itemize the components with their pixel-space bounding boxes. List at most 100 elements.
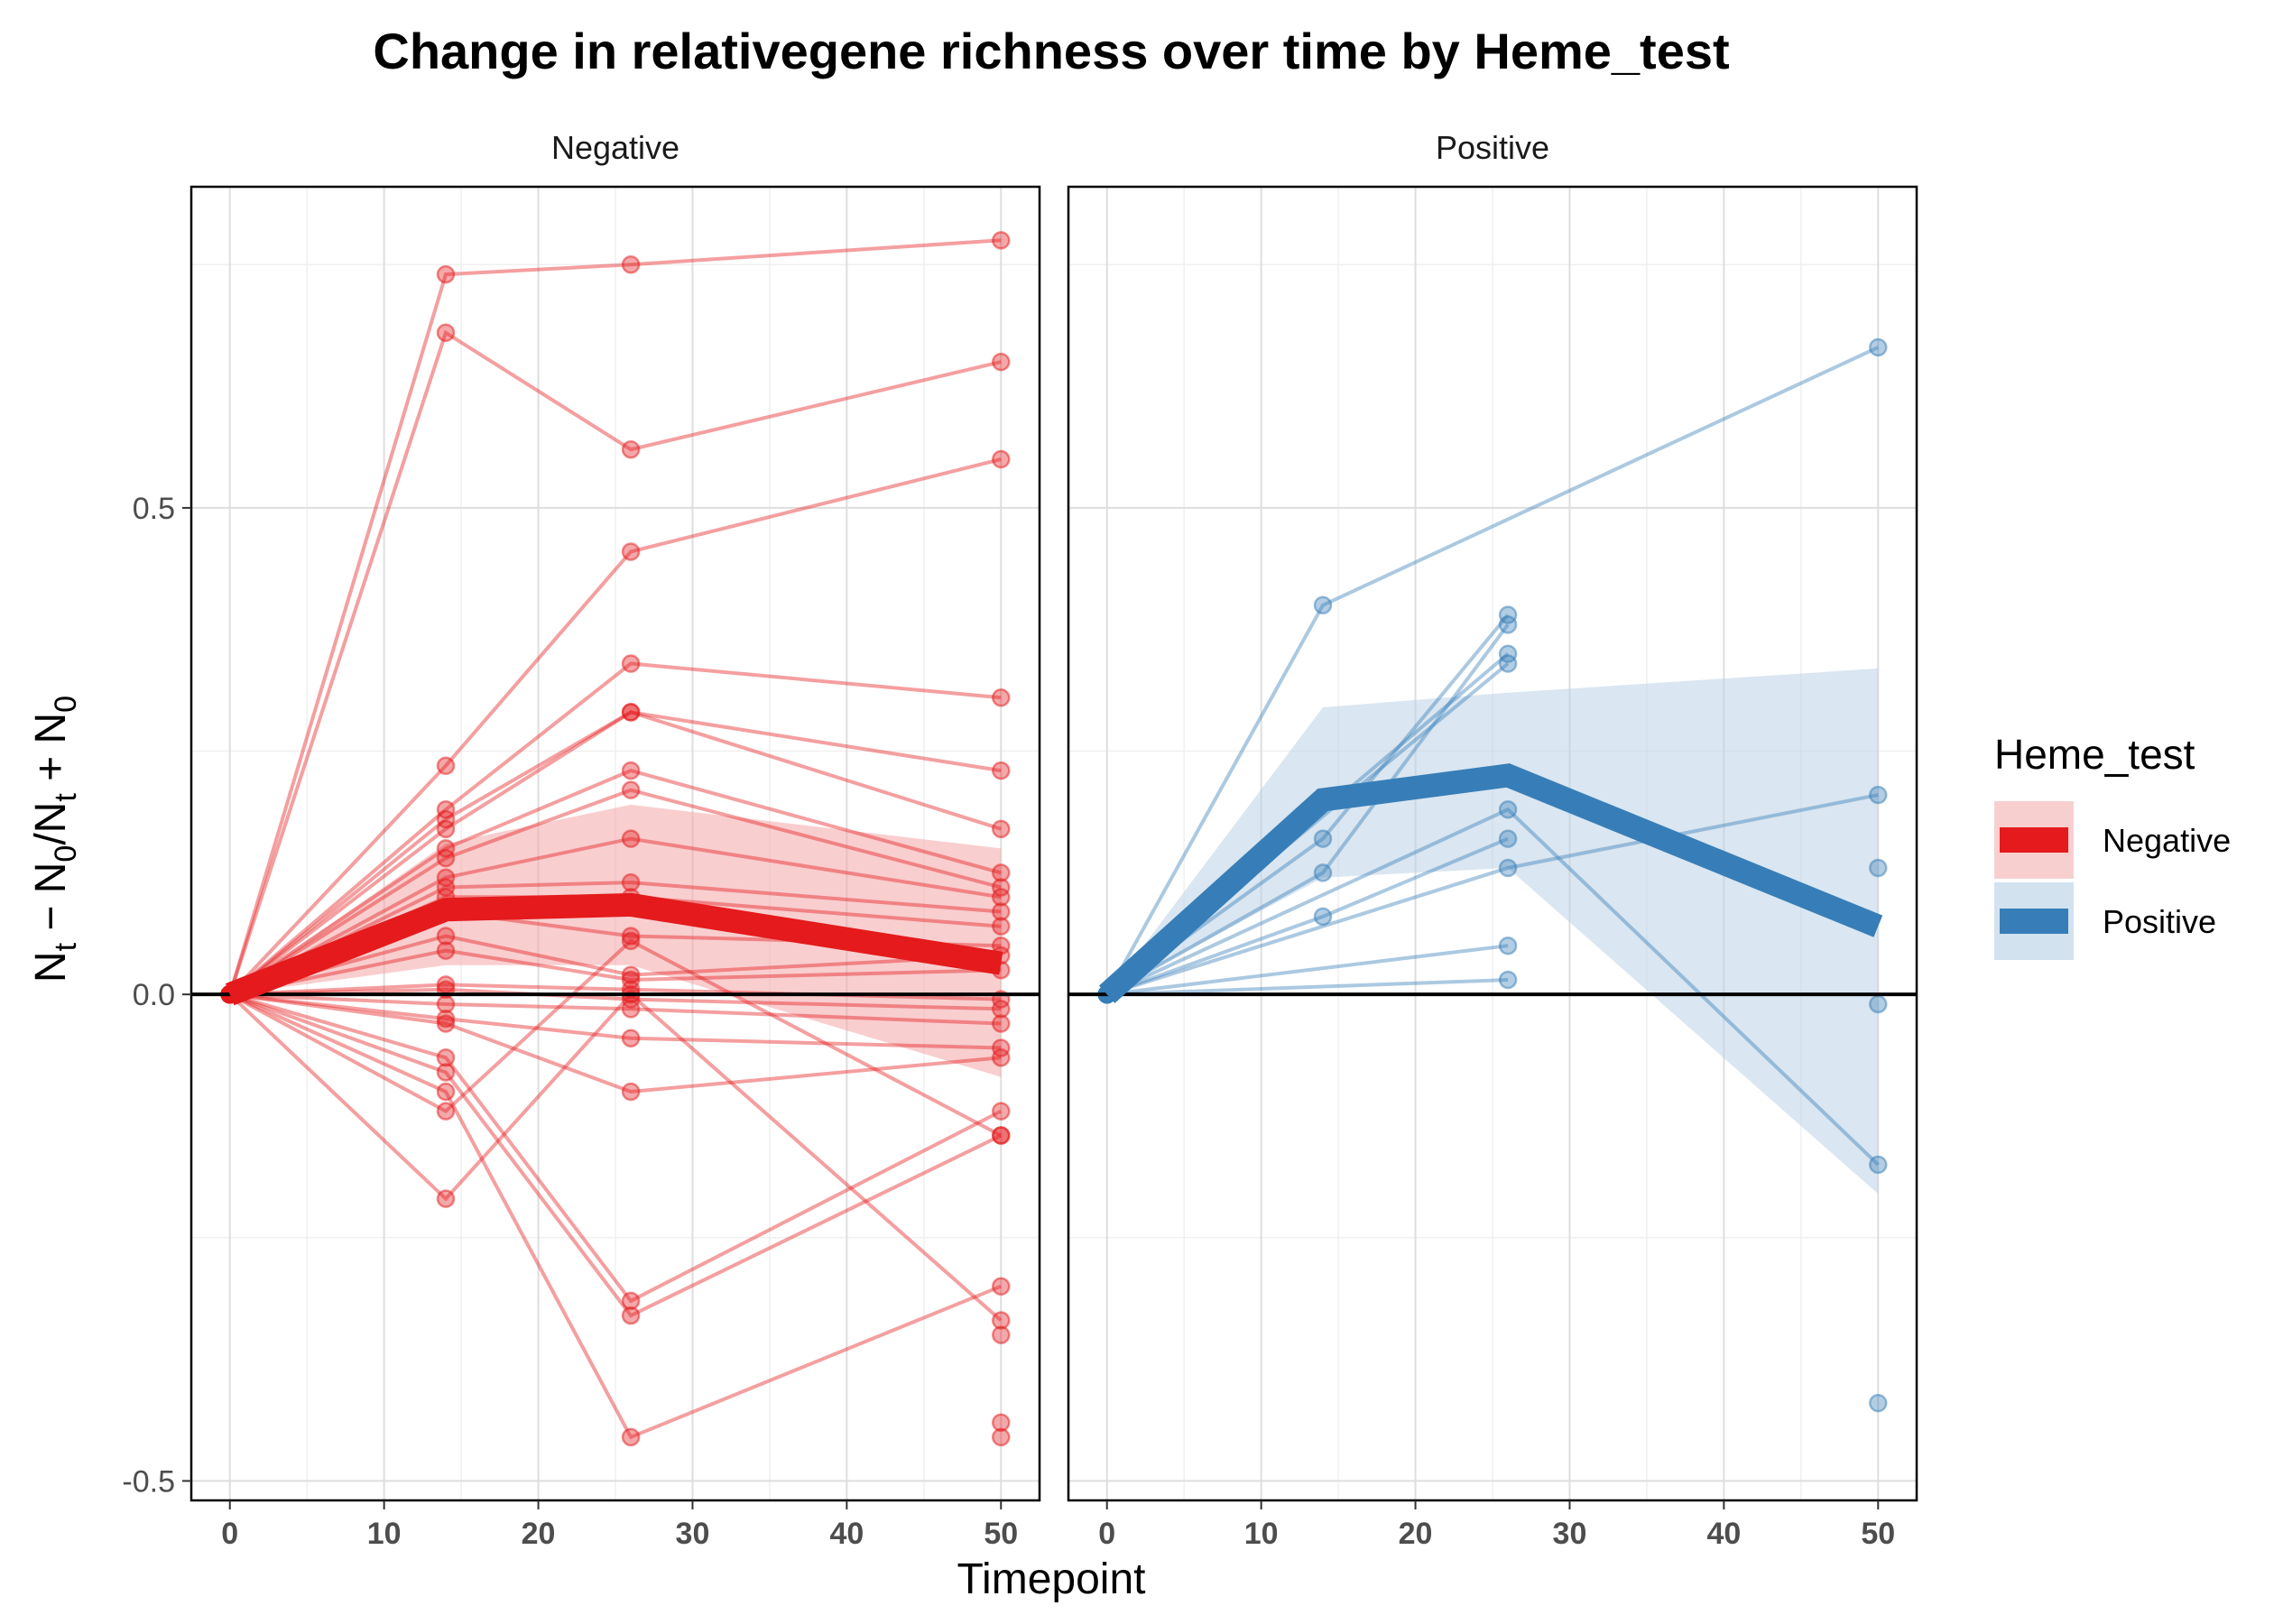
subject-point xyxy=(992,917,1011,936)
subject-point xyxy=(1869,858,1888,878)
subject-line xyxy=(228,992,1003,1323)
x-tick-label: 0 xyxy=(221,1517,238,1551)
y-axis-title: Nt − N0/Nt + N0 xyxy=(27,696,83,983)
subject-point xyxy=(992,1126,1011,1145)
subject-line xyxy=(228,992,1003,1440)
subject-point xyxy=(436,1048,456,1067)
subject-point xyxy=(1498,936,1518,955)
subject-line xyxy=(229,992,1002,1094)
subject-point xyxy=(621,1306,641,1325)
subject-line xyxy=(1105,346,1880,996)
panel-positive: Positive 0 10 20 30 40 50 xyxy=(1067,129,1918,1551)
legend-title: Heme_test xyxy=(1994,731,2195,778)
subject-point xyxy=(621,1082,641,1102)
subject-point xyxy=(621,931,641,951)
x-tick-label: 40 xyxy=(1706,1517,1741,1551)
subject-point xyxy=(436,1082,456,1102)
subject-line xyxy=(228,710,1002,996)
subject-point xyxy=(1869,994,1888,1014)
subject-line xyxy=(1106,836,1509,997)
x-tick-label: 0 xyxy=(1098,1517,1115,1551)
subject-point xyxy=(992,1014,1011,1033)
panel-negative: Negative 0 10 20 30 40 50 -0.5 0.0 0.5 xyxy=(122,129,1041,1551)
subject-line xyxy=(228,768,1002,996)
legend-key-swatch xyxy=(2000,827,2068,853)
subject-point xyxy=(436,941,456,960)
subject-point xyxy=(621,439,641,459)
x-tick-label: 40 xyxy=(829,1517,864,1551)
subject-point xyxy=(621,1427,641,1447)
x-tick-label: 30 xyxy=(676,1517,710,1551)
subject-point xyxy=(992,902,1011,921)
subject-point xyxy=(436,264,456,284)
x-tick-label: 50 xyxy=(984,1517,1018,1551)
subject-point xyxy=(436,756,456,775)
subject-point xyxy=(436,1102,456,1121)
subject-point xyxy=(1869,785,1888,805)
subject-line xyxy=(228,661,1002,996)
subject-point xyxy=(1313,863,1333,882)
subject-point xyxy=(436,819,456,839)
subject-point xyxy=(436,809,456,829)
subject-point xyxy=(992,1311,1011,1330)
subject-point xyxy=(621,1291,641,1311)
subject-point xyxy=(1498,858,1518,878)
subject-point xyxy=(436,878,456,897)
x-tick-label: 30 xyxy=(1553,1517,1587,1551)
subject-line xyxy=(228,710,1002,996)
x-tick-label: 50 xyxy=(1861,1517,1895,1551)
subject-point xyxy=(992,888,1011,907)
subject-point xyxy=(1313,829,1333,848)
subject-point xyxy=(992,1048,1011,1067)
subject-point xyxy=(1498,970,1518,990)
subject-point xyxy=(621,780,641,799)
subject-point xyxy=(621,872,641,892)
confidence-band xyxy=(1106,668,1879,1195)
y-tick-label: 0.5 xyxy=(133,492,175,526)
subject-point xyxy=(992,761,1011,780)
x-axis-title: Timepoint xyxy=(957,1555,1146,1603)
subject-point xyxy=(436,868,456,887)
y-tick-label: 0.0 xyxy=(133,978,175,1012)
subject-line xyxy=(1106,978,1509,997)
subject-point xyxy=(992,1277,1011,1296)
subject-line xyxy=(1105,623,1510,996)
subject-line xyxy=(229,992,1003,1304)
subject-line xyxy=(228,836,1002,996)
subject-point xyxy=(992,1413,1011,1432)
mean-line xyxy=(1098,763,1883,1003)
subject-point xyxy=(436,1063,456,1082)
subject-point xyxy=(1869,337,1888,357)
subject-point xyxy=(992,863,1011,882)
panels-layer: Negative 0 10 20 30 40 50 -0.5 0.0 0.5 Positive 0 10… xyxy=(122,129,1918,1551)
x-tick-label: 20 xyxy=(1399,1517,1433,1551)
subject-point xyxy=(992,878,1011,897)
subject-point xyxy=(621,654,641,673)
x-tick-label: 20 xyxy=(522,1517,556,1551)
subject-point xyxy=(621,1000,641,1019)
subject-point xyxy=(621,542,641,561)
subject-point xyxy=(621,927,641,946)
subject-point xyxy=(436,1189,456,1208)
subject-point xyxy=(436,927,456,946)
facet-label: Negative xyxy=(551,129,679,166)
subject-line xyxy=(228,457,1002,996)
subject-point xyxy=(992,687,1011,707)
subject-point xyxy=(436,839,456,858)
subject-point xyxy=(621,761,641,780)
subject-line xyxy=(227,238,1002,995)
facet-label: Positive xyxy=(1436,129,1549,166)
subject-point xyxy=(992,1325,1011,1344)
subject-point xyxy=(992,1102,1011,1121)
subject-point xyxy=(1869,1155,1888,1175)
legend-key-swatch xyxy=(2000,909,2068,934)
subject-point xyxy=(992,1000,1011,1019)
subject-line xyxy=(228,788,1002,996)
subject-point xyxy=(436,800,456,819)
subject-line xyxy=(1106,793,1879,997)
legend-label: Negative xyxy=(2103,822,2231,859)
subject-point xyxy=(621,1029,641,1047)
subject-line xyxy=(229,992,1003,1318)
subject-line xyxy=(1105,807,1880,1167)
